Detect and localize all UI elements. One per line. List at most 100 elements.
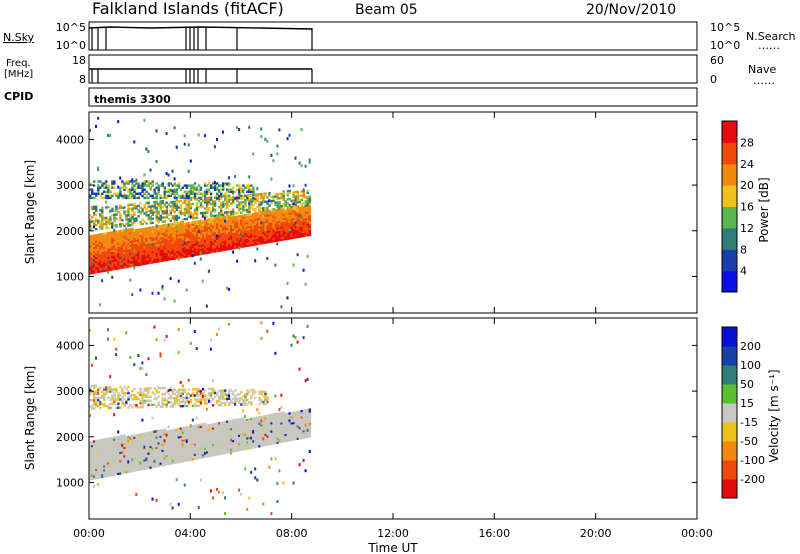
echo-cell [99, 447, 102, 450]
echo-cell [137, 204, 140, 208]
echo-cell [228, 403, 231, 407]
echo-cell [244, 232, 247, 235]
echo-cell [161, 196, 164, 200]
echo-cell [213, 181, 216, 184]
echo-cell [121, 402, 124, 405]
echo-cell [129, 240, 132, 243]
echo-cell [187, 396, 191, 399]
echo-cell [143, 248, 146, 251]
echo-cell [276, 208, 279, 211]
echo-cell [117, 445, 120, 449]
echo-cell [129, 470, 132, 473]
echo-cell [135, 395, 138, 399]
echo-cell [197, 436, 201, 439]
echo-cell [302, 210, 305, 213]
echo-cell [173, 219, 176, 222]
echo-cell [240, 245, 243, 248]
echo-cell [111, 461, 114, 464]
echo-cell [250, 215, 253, 218]
echo-cell [105, 440, 108, 443]
echo-cell [220, 401, 223, 405]
echo-cell [246, 242, 249, 245]
echo-cell [238, 428, 241, 431]
echo-cell [185, 436, 189, 439]
echo-cell [137, 230, 140, 234]
echo-cell [149, 255, 152, 258]
echo-cell [218, 194, 221, 198]
echo-cell [213, 447, 217, 450]
echo-cell [93, 440, 96, 443]
echo-cell [193, 432, 197, 436]
echo-cell [157, 454, 160, 457]
echo-cell [167, 401, 170, 404]
echo-cell [163, 248, 166, 252]
echo-cell [163, 459, 166, 462]
echo-cell [129, 445, 132, 448]
echo-cell [109, 262, 112, 265]
echo-cell [107, 445, 110, 449]
echo-cell [169, 502, 172, 506]
echo-cell [226, 188, 229, 191]
echo-cell [240, 211, 243, 214]
echo-cell [222, 433, 225, 436]
echo-cell [167, 184, 170, 187]
echo-cell [143, 262, 146, 265]
echo-cell [278, 192, 281, 196]
echo-cell [268, 240, 271, 244]
echo-cell [175, 224, 179, 227]
echo-cell [276, 235, 279, 238]
echo-cell [99, 463, 102, 467]
echo-cell [161, 232, 164, 236]
echo-cell [131, 209, 134, 212]
echo-cell [101, 182, 104, 185]
echo-cell [234, 395, 237, 398]
echo-cell [89, 272, 92, 275]
nsky-tick-top: 10^5 [56, 21, 86, 34]
echo-cell [187, 430, 191, 433]
echo-cell [127, 437, 130, 441]
echo-cell [147, 229, 150, 232]
echo-cell [97, 254, 100, 257]
echo-cell [228, 188, 231, 191]
echo-cell [107, 462, 110, 465]
echo-cell [119, 213, 122, 216]
echo-cell [234, 228, 237, 231]
echo-cell [109, 222, 112, 225]
echo-cell [147, 231, 150, 234]
echo-cell [115, 466, 118, 470]
echo-cell [216, 247, 219, 251]
echo-cell [103, 388, 106, 391]
echo-cell [207, 434, 211, 437]
echo-cell [248, 244, 251, 247]
echo-cell [141, 463, 144, 467]
echo-cell [183, 430, 187, 434]
echo-cell [119, 204, 122, 208]
echo-cell [236, 221, 239, 225]
echo-cell [107, 470, 110, 473]
echo-cell [99, 451, 102, 454]
echo-cell [127, 232, 130, 235]
echo-cell [218, 452, 221, 456]
echo-cell [117, 246, 120, 249]
echo-cell [105, 392, 108, 395]
echo-cell [220, 201, 223, 204]
echo-cell [209, 425, 213, 429]
echo-cell [113, 243, 116, 246]
echo-cell [211, 246, 215, 249]
echo-cell [155, 235, 158, 239]
echo-cell [111, 471, 114, 475]
echo-cell [165, 436, 168, 439]
echo-cell [99, 472, 102, 475]
echo-cell [109, 256, 112, 259]
echo-cell [189, 198, 193, 202]
echo-cell [143, 467, 146, 470]
echo-cell [147, 435, 150, 439]
echo-cell [169, 443, 172, 447]
echo-cell [131, 447, 134, 450]
echo-cell [93, 442, 96, 445]
echo-cell [213, 451, 217, 454]
echo-cell [177, 250, 181, 253]
echo-cell [107, 188, 110, 191]
echo-cell [207, 399, 210, 403]
echo-cell [133, 258, 136, 261]
